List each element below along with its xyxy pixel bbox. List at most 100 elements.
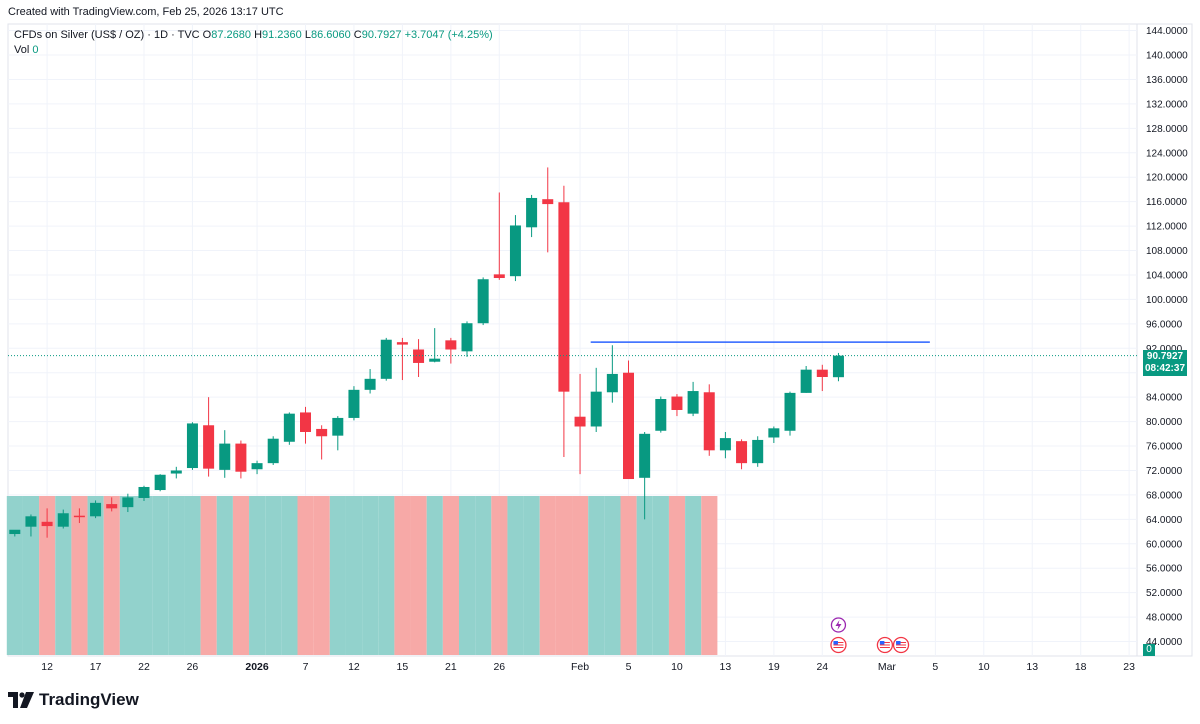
us-flag-event-icon bbox=[876, 636, 894, 654]
candle-body bbox=[106, 504, 118, 509]
volume-bar bbox=[249, 496, 266, 655]
candle-body bbox=[558, 202, 570, 392]
candle-body bbox=[752, 439, 764, 464]
candle-body bbox=[623, 372, 634, 480]
us-flag-event-icon bbox=[830, 636, 847, 654]
volume-bar bbox=[297, 496, 314, 655]
volume-bar bbox=[620, 496, 637, 655]
event-markers[interactable] bbox=[830, 617, 910, 654]
x-tick-label: 17 bbox=[90, 661, 102, 673]
y-tick-label: 52.0000 bbox=[1146, 588, 1183, 599]
legend-o-label: O bbox=[202, 29, 212, 41]
y-tick-label: 48.0000 bbox=[1146, 613, 1183, 624]
volume-bar bbox=[362, 496, 379, 655]
candle-body bbox=[703, 392, 715, 451]
candle-body bbox=[526, 197, 538, 228]
x-tick-label: 22 bbox=[138, 661, 150, 673]
x-tick-label: 12 bbox=[41, 661, 53, 673]
volume-bar bbox=[378, 496, 395, 655]
candle-body bbox=[509, 225, 521, 277]
candle-body bbox=[477, 279, 489, 324]
volume-bar bbox=[232, 496, 250, 655]
volume-bar bbox=[103, 496, 120, 655]
y-tick-label: 72.0000 bbox=[1146, 466, 1183, 477]
candle-body bbox=[348, 389, 360, 418]
y-tick-label: 68.0000 bbox=[1146, 490, 1183, 501]
x-tick-label: 24 bbox=[816, 661, 828, 673]
candle-body bbox=[542, 199, 554, 205]
candle-body bbox=[219, 443, 231, 470]
candle-body bbox=[590, 391, 602, 427]
x-tick-label: 23 bbox=[1123, 661, 1135, 673]
y-tick-label: 124.0000 bbox=[1146, 148, 1188, 159]
x-tick-label: 18 bbox=[1075, 661, 1087, 673]
candle-body bbox=[316, 428, 328, 437]
time-axis[interactable]: 12 17 22 26 2026 7 12 15 21 26 Feb 5 10 13 19 24 Mar 5 10 1… bbox=[41, 661, 1135, 673]
tradingview-logo[interactable]: TradingView bbox=[8, 690, 139, 710]
volume-bar bbox=[87, 496, 104, 655]
candle-body bbox=[380, 339, 392, 379]
volume-bar bbox=[588, 496, 605, 655]
volume-bar bbox=[459, 496, 476, 655]
x-tick-label: Mar bbox=[878, 661, 897, 673]
volume-bar bbox=[442, 496, 459, 655]
volume-bar bbox=[71, 496, 88, 655]
legend-l-label: L bbox=[304, 29, 311, 41]
volume-bars bbox=[6, 496, 718, 655]
overlay bbox=[8, 341, 1137, 357]
volume-bar bbox=[22, 496, 40, 655]
candle-body bbox=[606, 373, 618, 393]
y-tick-label: 136.0000 bbox=[1146, 75, 1188, 86]
volume-bar bbox=[475, 496, 492, 655]
y-tick-label: 56.0000 bbox=[1146, 564, 1183, 575]
legend-symbol[interactable]: CFDs on Silver (US$ / OZ) · 1D · TVC bbox=[14, 29, 200, 41]
candle-body bbox=[768, 428, 780, 438]
y-tick-label: 96.0000 bbox=[1146, 319, 1183, 330]
candle-body bbox=[816, 369, 828, 377]
x-tick-label: 7 bbox=[303, 661, 309, 673]
candle-body bbox=[25, 516, 37, 527]
candle-body bbox=[90, 502, 102, 517]
price-axis[interactable]: 144.0000 140.0000 136.0000 132.0000 128.0000… bbox=[1146, 26, 1188, 648]
volume-bar bbox=[313, 496, 330, 655]
candles bbox=[9, 167, 844, 538]
candle-body bbox=[687, 391, 699, 414]
candle-body bbox=[73, 515, 85, 518]
volume-bar bbox=[265, 496, 282, 655]
candle-body bbox=[300, 412, 311, 432]
volume-bar bbox=[539, 496, 556, 655]
x-tick-label: 26 bbox=[493, 661, 505, 673]
candle-body bbox=[639, 433, 651, 478]
volume-bar bbox=[345, 496, 363, 655]
x-tick-label: 10 bbox=[671, 661, 683, 673]
y-tick-label: 60.0000 bbox=[1146, 539, 1183, 550]
volume-bar bbox=[329, 496, 346, 655]
x-tick-label: 5 bbox=[932, 661, 938, 673]
candle-body bbox=[413, 349, 425, 363]
candle-body bbox=[493, 274, 505, 279]
us-flag-event-icon bbox=[892, 636, 910, 654]
volume-bar bbox=[636, 496, 653, 655]
candle-body bbox=[461, 323, 473, 352]
tradingview-brand: TradingView bbox=[39, 690, 139, 709]
y-tick-label: 80.0000 bbox=[1146, 417, 1183, 428]
last-price-tag: 90.7927 08:42:37 bbox=[1143, 349, 1187, 376]
candle-body bbox=[800, 369, 812, 393]
volume-bar bbox=[168, 496, 185, 655]
y-tick-label: 104.0000 bbox=[1146, 270, 1188, 281]
x-tick-label: 26 bbox=[187, 661, 199, 673]
y-tick-label: 76.0000 bbox=[1146, 442, 1183, 453]
volume-bar bbox=[491, 496, 508, 655]
candle-body bbox=[719, 438, 731, 451]
candle-body bbox=[186, 423, 198, 469]
candle-body bbox=[396, 342, 408, 345]
y-tick-label: 140.0000 bbox=[1146, 51, 1188, 62]
legend-volume-row: Vol 0 bbox=[14, 43, 493, 57]
volume-bar bbox=[6, 496, 23, 655]
legend-vol-label[interactable]: Vol bbox=[14, 44, 30, 56]
lightning-event-icon bbox=[830, 617, 847, 633]
candle-body bbox=[154, 474, 166, 491]
x-tick-label: 15 bbox=[397, 661, 409, 673]
x-tick-label: 13 bbox=[1026, 661, 1038, 673]
